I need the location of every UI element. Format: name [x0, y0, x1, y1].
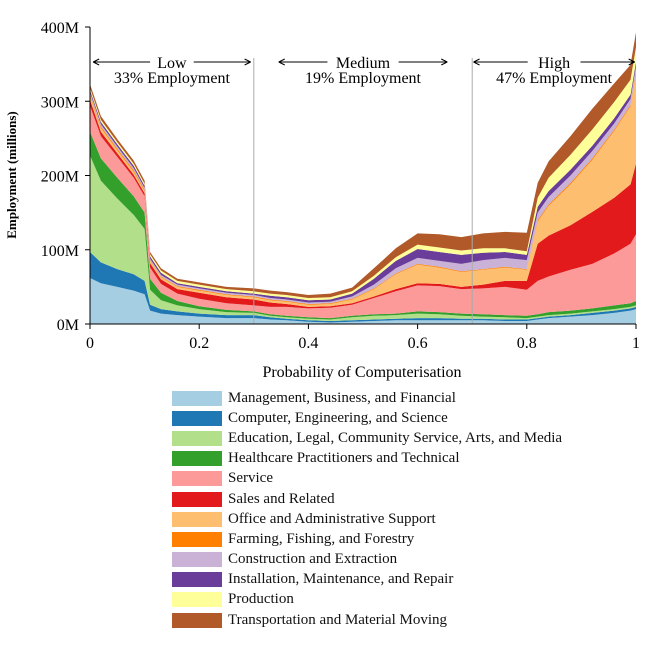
legend-label: Computer, Engineering, and Science: [228, 409, 448, 426]
x-tick-label: 0.8: [517, 335, 537, 352]
legend-item: Farming, Fishing, and Forestry: [172, 529, 562, 549]
legend-swatch: [172, 451, 222, 467]
legend-label: Transportation and Material Moving: [228, 611, 448, 628]
legend-swatch: [172, 471, 222, 487]
region-detail: 19% Employment: [305, 70, 422, 87]
range-arrow-head: [244, 58, 251, 66]
region-detail: 33% Employment: [114, 70, 231, 87]
y-axis-label: Employment (millions): [4, 111, 19, 238]
legend-swatch: [172, 491, 222, 507]
legend-label: Healthcare Practitioners and Technical: [228, 450, 460, 467]
x-axis-label: Probability of Computerisation: [262, 364, 461, 381]
legend-swatch: [172, 531, 222, 547]
legend-label: Education, Legal, Community Service, Art…: [228, 429, 563, 446]
region-detail: 47% Employment: [496, 70, 613, 87]
legend-item: Education, Legal, Community Service, Art…: [172, 428, 562, 448]
legend: Management, Business, and Financial Compu…: [172, 388, 562, 630]
legend-label: Farming, Fishing, and Forestry: [228, 530, 415, 547]
y-tick-label: 300M: [41, 94, 79, 111]
range-arrow-head: [441, 58, 448, 66]
risk-dividers: [253, 58, 473, 324]
legend-swatch: [172, 390, 222, 406]
y-tick-label: 100M: [41, 243, 79, 260]
legend-swatch: [172, 430, 222, 446]
region-label: Low: [157, 55, 187, 72]
area-computer-engineering-and-science: [90, 252, 636, 323]
legend-swatch: [172, 612, 222, 628]
legend-item: Sales and Related: [172, 489, 562, 509]
legend-item: Service: [172, 469, 562, 489]
legend-swatch: [172, 410, 222, 426]
legend-label: Production: [228, 591, 294, 608]
legend-item: Installation, Maintenance, and Repair: [172, 570, 562, 590]
employment-area-chart: 0 0.2 0.4 0.6 0.8 1 0M 100M 200M 300M 400M Low33%…: [4, 20, 640, 381]
legend-label: Installation, Maintenance, and Repair: [228, 571, 454, 588]
legend-item: Computer, Engineering, and Science: [172, 408, 562, 428]
x-tick-label: 0: [86, 335, 94, 352]
legend-label: Construction and Extraction: [228, 551, 398, 568]
y-tick-label: 0M: [57, 317, 79, 334]
x-tick-label: 1: [632, 335, 640, 352]
y-ticks: 0M 100M 200M 300M 400M: [41, 20, 90, 334]
region-label: High: [538, 55, 570, 72]
legend-item: Office and Administrative Support: [172, 509, 562, 529]
x-ticks: 0 0.2 0.4 0.6 0.8 1: [86, 324, 640, 352]
region-label: Medium: [336, 55, 391, 72]
y-tick-label: 200M: [41, 169, 79, 186]
range-arrow-head: [278, 58, 285, 66]
legend-label: Office and Administrative Support: [228, 510, 436, 527]
legend-label: Sales and Related: [228, 490, 335, 507]
legend-item: Healthcare Practitioners and Technical: [172, 449, 562, 469]
legend-item: Management, Business, and Financial: [172, 388, 562, 408]
x-tick-label: 0.6: [408, 335, 428, 352]
legend-label: Management, Business, and Financial: [228, 389, 456, 406]
y-tick-label: 400M: [41, 20, 79, 37]
legend-item: Construction and Extraction: [172, 550, 562, 570]
x-tick-label: 0.4: [298, 335, 318, 352]
legend-swatch: [172, 552, 222, 568]
range-arrow-head: [92, 58, 100, 66]
legend-swatch: [172, 511, 222, 527]
range-arrow-head: [473, 58, 480, 66]
legend-swatch: [172, 592, 222, 608]
range-arrow-head: [628, 58, 635, 66]
legend-swatch: [172, 572, 222, 588]
legend-item: Production: [172, 590, 562, 610]
stacked-areas: [90, 32, 636, 324]
area-service: [90, 105, 636, 319]
legend-item: Transportation and Material Moving: [172, 610, 562, 630]
area-management-business-and-financial: [90, 278, 636, 324]
x-tick-label: 0.2: [189, 335, 209, 352]
legend-label: Service: [228, 470, 273, 487]
